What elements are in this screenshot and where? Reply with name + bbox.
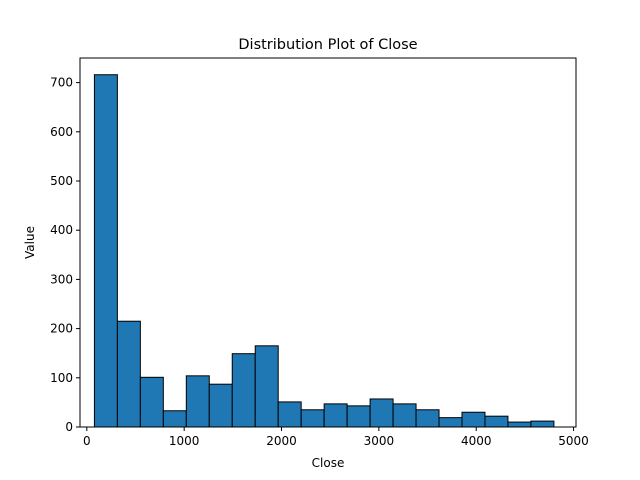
x-tick-label: 1000 xyxy=(169,434,200,448)
y-tick-label: 300 xyxy=(50,272,73,286)
x-tick-label: 4000 xyxy=(461,434,492,448)
x-tick-label: 0 xyxy=(83,434,91,448)
x-axis-label: Close xyxy=(312,456,345,470)
histogram-bar-13 xyxy=(369,398,394,428)
histogram-bar-16 xyxy=(438,417,463,428)
y-tick-label: 600 xyxy=(50,125,73,139)
histogram-bar-2 xyxy=(116,320,141,428)
y-tick-label: 0 xyxy=(65,420,73,434)
histogram-bar-19 xyxy=(507,421,532,428)
histogram-bar-12 xyxy=(346,405,371,428)
x-tick-label: 2000 xyxy=(266,434,297,448)
histogram-bar-15 xyxy=(415,409,440,428)
histogram-bar-6 xyxy=(208,383,233,428)
histogram-bar-14 xyxy=(392,403,417,428)
y-tick-label: 200 xyxy=(50,322,73,336)
histogram-bar-11 xyxy=(323,403,348,428)
histogram-bar-20 xyxy=(530,420,555,428)
histogram-bar-8 xyxy=(254,345,279,428)
chart-title: Distribution Plot of Close xyxy=(238,37,417,53)
histogram-bar-10 xyxy=(300,409,325,428)
x-tick-label: 5000 xyxy=(558,434,589,448)
histogram-bar-7 xyxy=(231,353,256,428)
y-tick-label: 700 xyxy=(50,76,73,90)
x-tick-label: 3000 xyxy=(364,434,395,448)
plot-frame xyxy=(79,57,577,428)
histogram-bar-9 xyxy=(277,401,302,428)
x-axis-ticks: 0 1000 2000 3000 4000 5000 xyxy=(83,427,589,448)
histogram-bar-5 xyxy=(185,375,210,428)
histogram-bar-3 xyxy=(139,376,164,428)
histogram-bars xyxy=(93,74,555,428)
histogram-bar-18 xyxy=(484,415,509,428)
y-axis-ticks: 0 100 200 300 400 500 600 700 xyxy=(50,76,80,434)
histogram-bar-17 xyxy=(461,411,486,428)
y-tick-label: 100 xyxy=(50,371,73,385)
histogram-bar-4 xyxy=(162,410,187,428)
y-axis-label: Value xyxy=(23,226,37,259)
y-tick-label: 500 xyxy=(50,174,73,188)
histogram-bar-1 xyxy=(93,74,118,428)
y-tick-label: 400 xyxy=(50,223,73,237)
